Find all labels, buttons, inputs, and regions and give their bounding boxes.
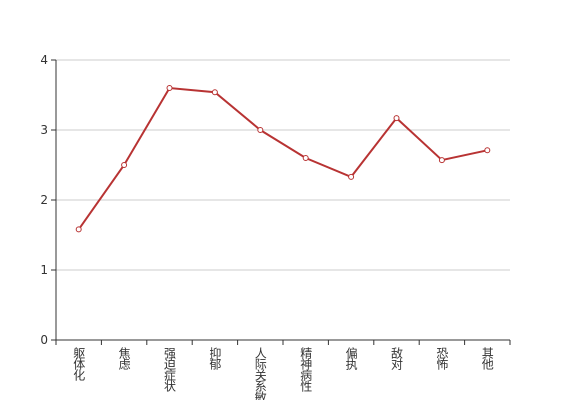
point bbox=[393, 115, 400, 122]
y-tick-label: 2 bbox=[40, 193, 48, 207]
point bbox=[166, 85, 173, 91]
point bbox=[75, 226, 82, 233]
x-tick-label: 其他 bbox=[480, 347, 494, 370]
x-tick-label: 恐怖 bbox=[435, 347, 449, 370]
x-tick-label: 抑郁 bbox=[208, 346, 222, 371]
point bbox=[484, 147, 491, 154]
x-tick-label: 焦虑 bbox=[117, 347, 131, 370]
y-tick-label: 3 bbox=[40, 123, 48, 137]
point bbox=[257, 127, 264, 133]
x-tick-label: 精神病性 bbox=[299, 347, 313, 393]
x-tick-label: 强迫症状 bbox=[163, 347, 177, 392]
point bbox=[211, 89, 218, 96]
y-tick-label: 1 bbox=[40, 263, 48, 277]
x-tick-label: 人际关系敏感 bbox=[253, 347, 267, 400]
x-tick-label: 躯体化 bbox=[72, 346, 86, 382]
y-tick-label: 0 bbox=[40, 333, 48, 347]
y-tick-label: 4 bbox=[40, 53, 48, 67]
series-line bbox=[77, 86, 488, 230]
x-tick-label: 敌对 bbox=[390, 346, 404, 370]
point bbox=[302, 155, 309, 161]
point bbox=[348, 173, 355, 180]
point bbox=[438, 157, 445, 164]
x-tick-label: 偏执 bbox=[344, 346, 358, 371]
point bbox=[121, 162, 128, 168]
